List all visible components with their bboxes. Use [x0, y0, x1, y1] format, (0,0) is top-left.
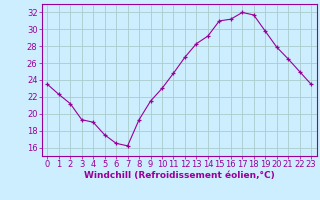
X-axis label: Windchill (Refroidissement éolien,°C): Windchill (Refroidissement éolien,°C): [84, 171, 275, 180]
